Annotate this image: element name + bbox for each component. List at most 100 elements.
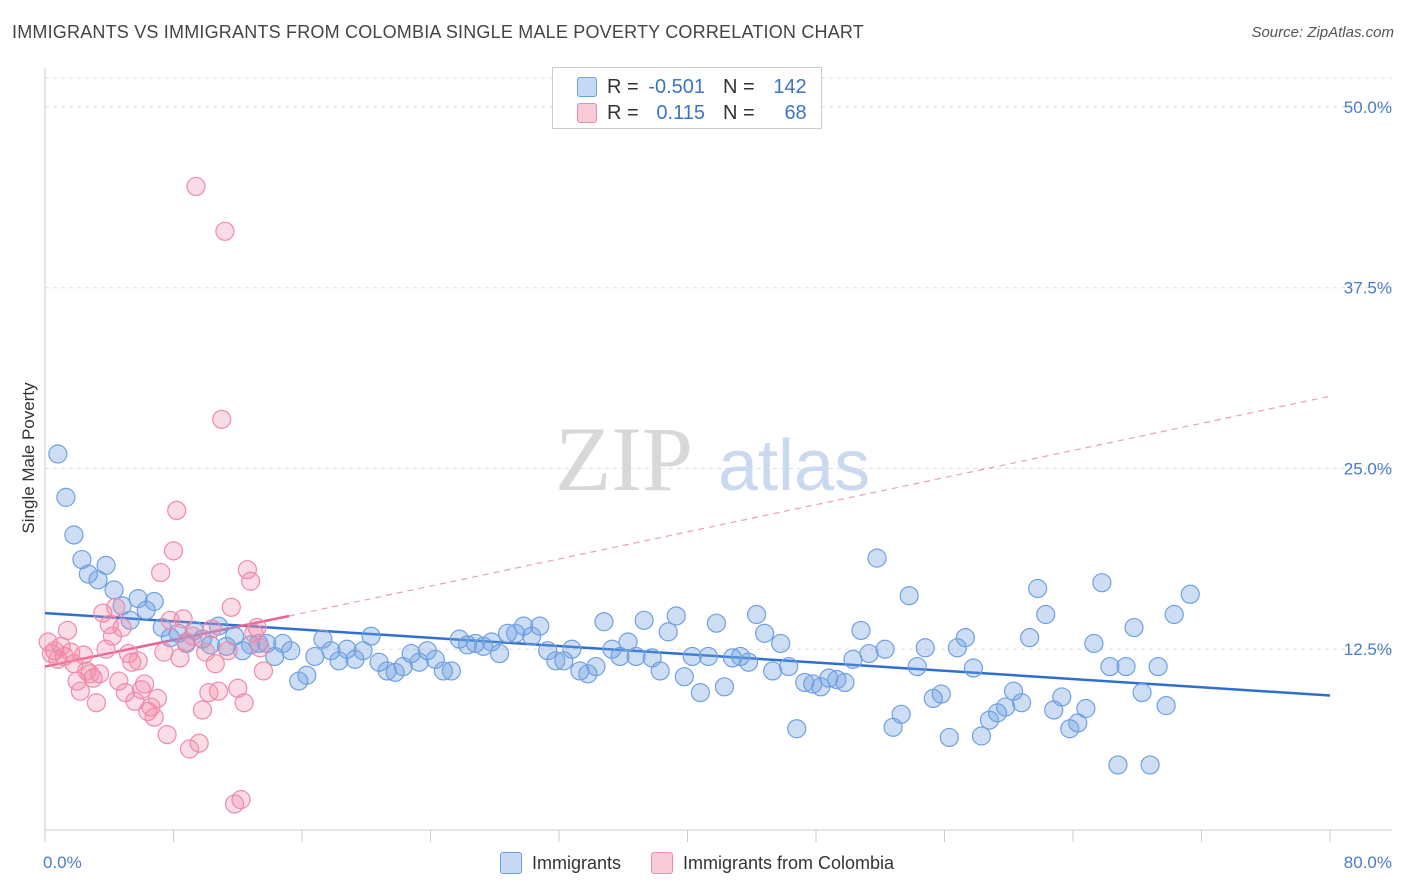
point-immigrants [859, 643, 879, 664]
point-colombia [73, 645, 94, 665]
point-immigrants [297, 665, 317, 685]
point-immigrants [682, 646, 702, 667]
legend-row-immigrants: R = -0.501 N = 142 [577, 74, 807, 100]
point-immigrants [746, 604, 767, 625]
point-colombia [128, 651, 148, 671]
point-immigrants [88, 570, 108, 590]
point-colombia [170, 648, 190, 668]
point-immigrants [899, 586, 919, 606]
r-label: R = [607, 75, 639, 98]
point-immigrants [931, 684, 951, 704]
point-immigrants [78, 564, 98, 584]
point-colombia [237, 560, 257, 580]
point-colombia [183, 626, 203, 646]
point-immigrants [489, 643, 510, 664]
point-immigrants [795, 672, 815, 693]
point-colombia [205, 654, 225, 674]
point-immigrants [433, 661, 453, 681]
point-immigrants [594, 612, 614, 632]
point-colombia [199, 683, 219, 703]
point-immigrants [1132, 683, 1152, 703]
point-immigrants [610, 646, 630, 667]
point-immigrants [546, 651, 566, 671]
y-axis-label: Single Male Poverty [19, 382, 38, 534]
point-immigrants [666, 606, 686, 626]
point-immigrants [1116, 656, 1136, 677]
point-immigrants [650, 661, 670, 681]
point-immigrants [979, 710, 1000, 730]
point-colombia [215, 221, 235, 241]
point-colombia [173, 609, 193, 629]
point-immigrants [955, 628, 975, 648]
point-immigrants [64, 525, 84, 545]
point-immigrants [1108, 755, 1128, 775]
point-colombia [247, 617, 267, 638]
point-immigrants [498, 623, 518, 643]
point-immigrants [698, 646, 718, 667]
x-tick-label: 0.0% [43, 853, 82, 872]
point-immigrants [1011, 693, 1032, 713]
point-immigrants [971, 726, 992, 746]
point-immigrants [779, 656, 799, 677]
point-immigrants [875, 639, 895, 659]
point-colombia [134, 674, 155, 694]
point-immigrants [578, 664, 598, 684]
point-immigrants [1036, 604, 1056, 625]
point-colombia [154, 642, 174, 662]
point-immigrants [907, 656, 927, 677]
point-immigrants [867, 548, 887, 568]
point-colombia [253, 661, 274, 681]
point-immigrants [1124, 617, 1144, 638]
point-colombia [144, 707, 164, 727]
n-value: 68 [784, 101, 807, 124]
point-immigrants [361, 626, 381, 646]
point-immigrants [353, 641, 373, 661]
point-immigrants [457, 635, 478, 655]
point-colombia [179, 739, 200, 759]
trend-line-colombia-extension [289, 395, 1331, 617]
point-colombia [122, 652, 142, 672]
point-immigrants [1156, 696, 1176, 716]
point-colombia [163, 541, 184, 561]
point-immigrants [530, 616, 550, 636]
point-colombia [151, 562, 171, 583]
x-tick-label: 80.0% [1344, 853, 1392, 872]
point-immigrants [96, 555, 116, 575]
point-immigrants [634, 610, 654, 630]
point-immigrants [995, 697, 1016, 717]
point-immigrants [851, 620, 871, 641]
chart-title: IMMIGRANTS VS IMMIGRANTS FROM COLOMBIA S… [12, 22, 864, 42]
point-immigrants [1092, 573, 1112, 593]
point-immigrants [120, 610, 140, 630]
point-colombia [189, 733, 209, 753]
point-colombia [86, 693, 107, 713]
point-immigrants [144, 591, 164, 612]
point-immigrants [441, 661, 461, 681]
point-colombia [157, 724, 177, 745]
point-immigrants [522, 626, 542, 646]
point-immigrants [104, 580, 124, 600]
point-immigrants [538, 641, 558, 661]
point-immigrants [690, 683, 710, 703]
point-immigrants [602, 639, 622, 659]
point-immigrants [1020, 628, 1040, 648]
point-immigrants [714, 677, 735, 697]
point-immigrants [377, 661, 397, 681]
legend-label-immigrants: Immigrants [532, 852, 622, 873]
point-colombia [231, 790, 251, 810]
point-colombia [147, 688, 168, 709]
legend-item-immigrants: Immigrants [500, 852, 621, 874]
point-immigrants [626, 646, 646, 667]
legend-swatch-colombia [577, 103, 597, 123]
point-immigrants [48, 444, 68, 464]
point-immigrants [337, 639, 357, 659]
point-immigrants [305, 646, 325, 667]
point-colombia [250, 638, 270, 658]
y-tick-label: 50.0% [1344, 98, 1392, 117]
point-immigrants [112, 596, 132, 616]
point-colombia [186, 176, 206, 197]
point-immigrants [618, 632, 638, 652]
point-immigrants [947, 638, 967, 658]
point-immigrants [1028, 578, 1048, 599]
